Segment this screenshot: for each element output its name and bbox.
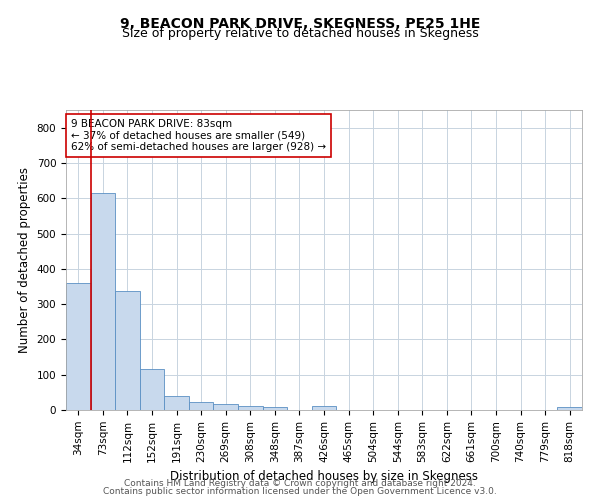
Bar — [66, 283, 91, 410]
Bar — [115, 290, 140, 410]
Text: Contains public sector information licensed under the Open Government Licence v3: Contains public sector information licen… — [103, 487, 497, 496]
Bar — [263, 407, 287, 410]
Bar — [164, 396, 189, 410]
Bar — [140, 370, 164, 410]
Y-axis label: Number of detached properties: Number of detached properties — [18, 167, 31, 353]
Bar — [312, 406, 336, 410]
Text: 9 BEACON PARK DRIVE: 83sqm
← 37% of detached houses are smaller (549)
62% of sem: 9 BEACON PARK DRIVE: 83sqm ← 37% of deta… — [71, 119, 326, 152]
Bar — [214, 404, 238, 410]
Bar — [557, 407, 582, 410]
Text: Contains HM Land Registry data © Crown copyright and database right 2024.: Contains HM Land Registry data © Crown c… — [124, 478, 476, 488]
Bar — [238, 406, 263, 410]
Text: Size of property relative to detached houses in Skegness: Size of property relative to detached ho… — [122, 28, 478, 40]
Bar — [91, 193, 115, 410]
Bar — [189, 402, 214, 410]
Text: 9, BEACON PARK DRIVE, SKEGNESS, PE25 1HE: 9, BEACON PARK DRIVE, SKEGNESS, PE25 1HE — [120, 18, 480, 32]
X-axis label: Distribution of detached houses by size in Skegness: Distribution of detached houses by size … — [170, 470, 478, 483]
